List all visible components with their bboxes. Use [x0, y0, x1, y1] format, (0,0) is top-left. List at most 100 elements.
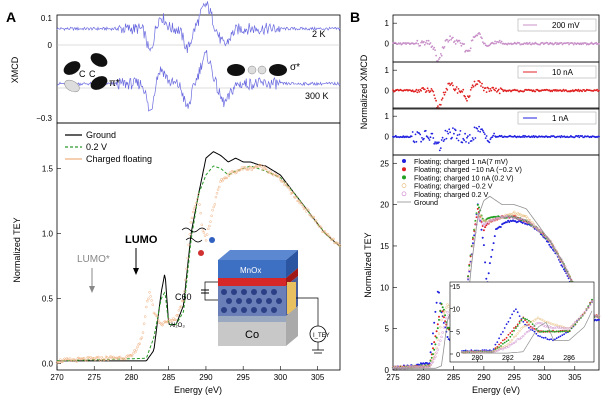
- point-charged-floating: [192, 207, 196, 210]
- point-200-mv: [468, 50, 471, 52]
- point-charged-floating: [155, 315, 159, 318]
- point-10-na: [443, 93, 446, 96]
- inset-point-floating-charged-10-na-0-2-v: [574, 323, 577, 326]
- y-tick-label: 0: [385, 133, 390, 142]
- y-tick-label: 0: [385, 87, 390, 96]
- sigma-star-label: σ*: [290, 62, 300, 73]
- inset-point-floating-charged-10-na-0-2-v: [503, 341, 506, 344]
- point-10-na: [459, 91, 462, 94]
- inset-point-floating-charged-0-2-v: [503, 346, 506, 350]
- mnox-top: [218, 250, 298, 260]
- point-charged-floating: [312, 215, 316, 219]
- point-1-na: [444, 129, 447, 132]
- point-charged-floating: [249, 166, 252, 169]
- point-charged-floating: [338, 244, 342, 247]
- point-1-na: [473, 126, 476, 129]
- point-1-na: [423, 137, 425, 140]
- panel-a-legend: Ground 0.2 V Charged floating: [65, 130, 152, 164]
- point-1-na: [482, 131, 485, 134]
- panel-a-tey: Normalized TEY Energy (eV) 270 275 280 285 2…: [12, 122, 342, 395]
- panel-a-tey-ylabel: Normalized TEY: [12, 217, 22, 282]
- point-charged-floating: [326, 233, 330, 236]
- x-tick-label: 290: [477, 373, 491, 382]
- inset-point-floating-charged-10-na-0-2-v: [541, 331, 543, 333]
- point-charged-floating: [56, 360, 60, 364]
- point-floating-charged-0-2-v: [435, 351, 438, 354]
- point-10-na: [392, 89, 394, 91]
- point-10-na: [418, 91, 421, 93]
- point-1-na: [431, 132, 434, 135]
- point-200-mv: [546, 42, 549, 44]
- point-charged-floating: [75, 360, 78, 363]
- inset-point-floating-charged-10-na-0-2-v: [568, 329, 571, 332]
- point-10-na: [484, 87, 487, 89]
- point-charged-floating: [193, 205, 197, 208]
- point-charged-floating: [146, 299, 149, 303]
- inset-point-floating-charged-10-na-0-2-v: [531, 323, 534, 326]
- point-floating-charged-1-na-7-mv: [432, 332, 434, 335]
- photon-wave-icon: [181, 227, 207, 233]
- point-charged-floating: [135, 348, 138, 351]
- inset-point-floating-charged-10-na-0-2-v: [503, 338, 506, 341]
- mnox-label: MnOx: [240, 266, 261, 275]
- inset-point-floating-charged-10-na-0-2-v: [500, 345, 502, 347]
- inset-point-floating-charged-10-na-0-2-v: [502, 342, 504, 345]
- xmcd-legend-box: [517, 18, 597, 32]
- point-10-na: [446, 89, 449, 91]
- point-1-na: [493, 132, 495, 135]
- point-charged-floating: [216, 188, 220, 191]
- point-floating-charged-0-2-v: [531, 223, 534, 226]
- mnox-side: [286, 250, 298, 278]
- point-200-mv: [598, 42, 600, 45]
- point-floating-charged-0-2-v: [526, 217, 529, 220]
- al2o3-layer: [218, 316, 286, 322]
- inset-line-ground: [462, 310, 593, 354]
- point-200-mv: [572, 43, 575, 46]
- y-tick-label: 0: [385, 40, 390, 49]
- point-floating-charged-1-na-7-mv: [493, 235, 496, 238]
- panel-a-tey-series: [55, 151, 342, 364]
- inset-point-floating-charged-0-2-v: [507, 342, 510, 346]
- point-charged-floating: [138, 342, 141, 345]
- panel-a-xmcd: XMCD 0.1 0 −0.3 2 K 300 K C C π* σ*: [10, 1, 341, 124]
- point-10-na: [470, 86, 473, 89]
- point-charged-floating: [263, 167, 267, 170]
- point-1-na: [426, 136, 429, 139]
- point-charged-floating: [219, 180, 222, 183]
- point-1-na: [438, 141, 440, 144]
- point-charged-floating: [167, 318, 171, 321]
- point-charged-floating: [179, 305, 183, 308]
- y-tick-label: 1.5: [42, 165, 54, 174]
- point-floating-charged-10-na-0-2-v: [434, 335, 437, 338]
- point-floating-charged-1-na-7-mv: [488, 262, 491, 265]
- inset-point-floating-charged-0-2-v: [520, 327, 523, 330]
- inset-point-floating-charged-10-na-0-2-v: [591, 298, 593, 301]
- point-200-mv: [585, 42, 587, 45]
- point-charged-floating: [204, 239, 208, 242]
- point-floating-charged-1-na-7-mv: [491, 248, 494, 251]
- point-charged-floating: [247, 167, 250, 171]
- point-1-na: [467, 135, 469, 138]
- point-10-na: [562, 88, 565, 91]
- point-floating-charged-0-2-v: [495, 216, 499, 220]
- red-layer: [218, 278, 286, 286]
- legend-marker: [402, 167, 406, 172]
- point-200-mv: [442, 47, 445, 50]
- xmcd-legend-10-na: 10 nA: [552, 68, 574, 77]
- inset-point-floating-charged-10-na-0-2-v: [524, 318, 526, 320]
- point-charged-floating: [97, 355, 100, 359]
- point-floating-charged-0-2-v: [523, 214, 527, 218]
- point-floating-charged-0-2-v: [546, 237, 550, 240]
- point-10-na: [453, 89, 456, 92]
- point-1-na: [578, 136, 581, 139]
- point-1-na: [455, 137, 458, 140]
- co-layer: [218, 322, 286, 346]
- point-10-na: [415, 88, 418, 91]
- point-floating-charged-0-2-v: [401, 366, 404, 370]
- point-floating-charged-1-na-7-mv: [434, 310, 437, 313]
- point-floating-charged-10-na-0-2-v: [476, 203, 479, 206]
- inset-point-floating-charged-10-na-0-2-v: [552, 330, 554, 333]
- point-1-na: [474, 137, 477, 139]
- point-1-na: [452, 127, 454, 129]
- point-1-na: [470, 140, 473, 142]
